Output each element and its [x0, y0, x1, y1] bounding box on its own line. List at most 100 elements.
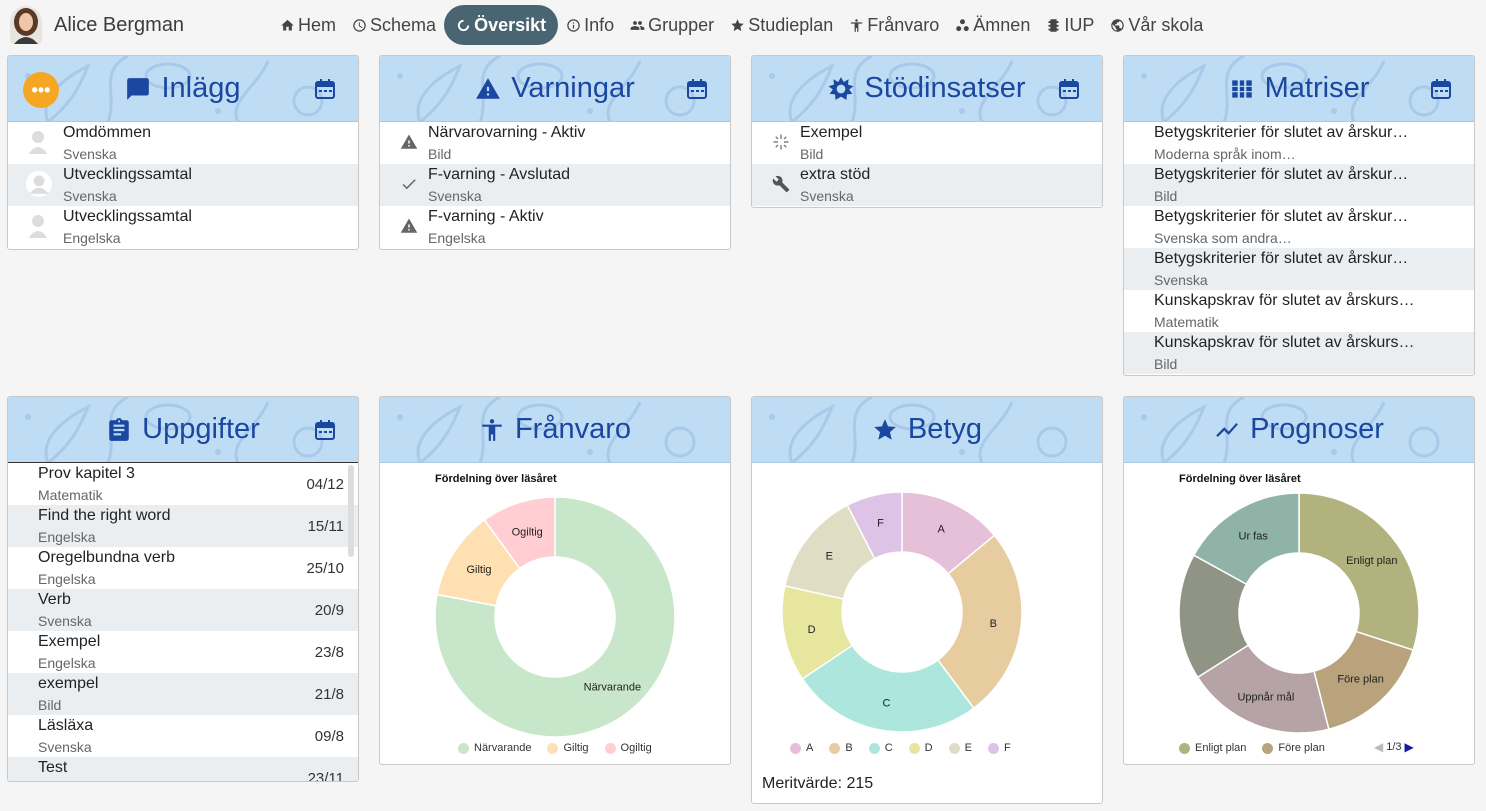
nav-grupper[interactable]: Grupper	[622, 5, 722, 45]
list-item[interactable]: Betygskriterier för slutet av årskur… Mod…	[1124, 122, 1474, 164]
list-item[interactable]: Betygskriterier för slutet av årskur… Bil…	[1124, 164, 1474, 206]
calendar-icon[interactable]	[314, 78, 336, 100]
pager-next-icon[interactable]: ▶	[1404, 740, 1414, 754]
legend-swatch	[1179, 742, 1190, 754]
list-item[interactable]: Kunskapskrav för slutet av årskurs… Bild	[1124, 332, 1474, 374]
globe-icon	[1111, 18, 1125, 32]
card-title[interactable]: Inlägg	[125, 72, 241, 105]
list-item[interactable]: Test 23/11	[8, 757, 358, 781]
scrollbar[interactable]	[348, 465, 354, 557]
slice-label: Giltig	[466, 564, 491, 576]
list-item[interactable]: Prov kapitel 3 Matematik 04/12	[8, 463, 358, 505]
legend-item[interactable]: Närvarande	[458, 742, 531, 754]
list-item-title: extra stöd	[800, 166, 871, 183]
list-item-title: Omdömmen	[63, 124, 152, 141]
donut-slice[interactable]	[801, 644, 975, 733]
nav-franvaro[interactable]: Frånvaro	[841, 5, 947, 45]
list-item[interactable]: Närvarovarning - Aktiv Bild	[380, 122, 730, 164]
legend-item[interactable]: C	[868, 742, 893, 754]
legend-label: E	[964, 742, 972, 754]
nav-info[interactable]: Info	[558, 5, 622, 45]
donut-slice[interactable]	[1196, 644, 1330, 734]
card-title-text: Varningar	[511, 72, 635, 104]
franvaro-chart[interactable]: Närvarande Giltig Ogiltig	[380, 487, 731, 747]
list-item[interactable]: Betygskriterier för slutet av årskur… Sve…	[1124, 206, 1474, 248]
nav-var-skola[interactable]: Vår skola	[1102, 5, 1211, 45]
list-item[interactable]: Exempel Bild	[752, 122, 1102, 164]
card-title[interactable]: Frånvaro	[479, 413, 631, 446]
list-item-subtitle: Svenska	[63, 146, 117, 162]
prognoser-chart[interactable]: Enligt plan Före plan Uppnår mål Ur fas	[1124, 483, 1475, 743]
list-item[interactable]: F-varning - Aktiv Engelska	[380, 206, 730, 248]
legend-item[interactable]: Före plan	[1262, 742, 1325, 754]
donut-slice[interactable]	[1178, 554, 1250, 679]
legend-item[interactable]: B	[829, 742, 853, 754]
list-item[interactable]: Läsläxa Svenska 09/8	[8, 715, 358, 757]
legend-item[interactable]: Enligt plan	[1179, 742, 1246, 754]
list-item-subtitle: Svenska	[38, 613, 92, 629]
donut-slice[interactable]	[483, 496, 556, 570]
list-item[interactable]: Betygskriterier för slutet av årskur… Sve…	[1124, 248, 1474, 290]
legend-swatch	[908, 742, 920, 754]
list-item[interactable]: Oregelbundna verb Engelska 25/10	[8, 547, 358, 589]
donut-slice[interactable]	[846, 491, 903, 560]
donut-slice[interactable]	[434, 496, 676, 738]
list-item[interactable]: extra stöd Svenska	[752, 164, 1102, 206]
star-icon	[874, 418, 896, 440]
legend-item[interactable]: Giltig	[547, 742, 589, 754]
task-list[interactable]: Prov kapitel 3 Matematik 04/12 Find the ri…	[8, 463, 358, 781]
betyg-chart[interactable]: A B C D E F	[752, 483, 1103, 743]
slice-label: A	[937, 524, 945, 536]
list-item[interactable]: F-varning - Avslutad Svenska	[380, 164, 730, 206]
calendar-icon[interactable]	[1058, 78, 1080, 100]
list-item[interactable]: Omdömmen Svenska	[8, 122, 358, 164]
nav-schema[interactable]: Schema	[344, 5, 444, 45]
list-item-subtitle: Moderna språk inom…	[1154, 146, 1296, 162]
calendar-icon[interactable]	[686, 78, 708, 100]
legend-item[interactable]: F	[987, 742, 1011, 754]
card-title[interactable]: Varningar	[475, 72, 635, 105]
list-item[interactable]: Utvecklingssamtal Svenska	[8, 164, 358, 206]
legend-item[interactable]: D	[908, 742, 933, 754]
user-menu[interactable]: Alice Bergman	[10, 6, 184, 44]
list-item-title: Utvecklingssamtal	[63, 166, 192, 183]
card-title-text: Matriser	[1264, 72, 1370, 104]
card-title[interactable]: Uppgifter	[106, 413, 260, 446]
card-title[interactable]: Matriser	[1229, 72, 1370, 105]
card-header: Frånvaro	[380, 397, 730, 463]
list-item[interactable]: exempel Bild 21/8	[8, 673, 358, 715]
legend-item[interactable]: Ogiltig	[604, 742, 652, 754]
legend-label: Närvarande	[474, 742, 532, 754]
nav-iup[interactable]: IUP	[1038, 5, 1102, 45]
list-item-subtitle: Svenska	[428, 188, 482, 204]
legend-label: Giltig	[563, 742, 589, 754]
nav-amnen[interactable]: Ämnen	[947, 5, 1038, 45]
list-item[interactable]: Verb Svenska 20/9	[8, 589, 358, 631]
list-item[interactable]: Kunskapskrav för slutet av årskurs… Matem…	[1124, 290, 1474, 332]
list-item-title: Kunskapskrav för slutet av årskurs…	[1154, 334, 1415, 351]
list-item[interactable]: Utvecklingssamtal Engelska	[8, 206, 358, 248]
more-button[interactable]: •••	[23, 72, 59, 108]
pager-prev-icon[interactable]: ◀	[1374, 740, 1384, 754]
card-title[interactable]: Betyg	[872, 413, 982, 446]
nav-hem[interactable]: Hem	[272, 5, 344, 45]
card-title[interactable]: Stödinsatser	[828, 72, 1026, 105]
list-item[interactable]: Find the right word Engelska 15/11	[8, 505, 358, 547]
legend-item[interactable]: E	[948, 742, 972, 754]
nav-studieplan[interactable]: Studieplan	[722, 5, 841, 45]
donut-slice[interactable]	[936, 534, 1023, 710]
nav-oversikt[interactable]: Översikt	[444, 5, 559, 45]
card-title[interactable]: Prognoser	[1214, 413, 1384, 446]
legend-swatch	[1262, 742, 1274, 754]
list-item[interactable]: Exempel Engelska 23/8	[8, 631, 358, 673]
card-matriser: Matriser Betygskriterier för slutet av å…	[1123, 55, 1475, 376]
donut-slice[interactable]	[1192, 492, 1300, 586]
card-header: Stödinsatser	[752, 56, 1102, 122]
nav-label: Hem	[298, 14, 337, 35]
calendar-icon[interactable]	[314, 419, 336, 441]
calendar-icon[interactable]	[1430, 78, 1452, 100]
card-stodinsatser: Stödinsatser Exempel Bild extra stöd Sve…	[751, 55, 1103, 208]
donut-slice[interactable]	[1298, 492, 1420, 652]
legend-item[interactable]: A	[790, 742, 813, 754]
home-icon	[281, 19, 294, 30]
